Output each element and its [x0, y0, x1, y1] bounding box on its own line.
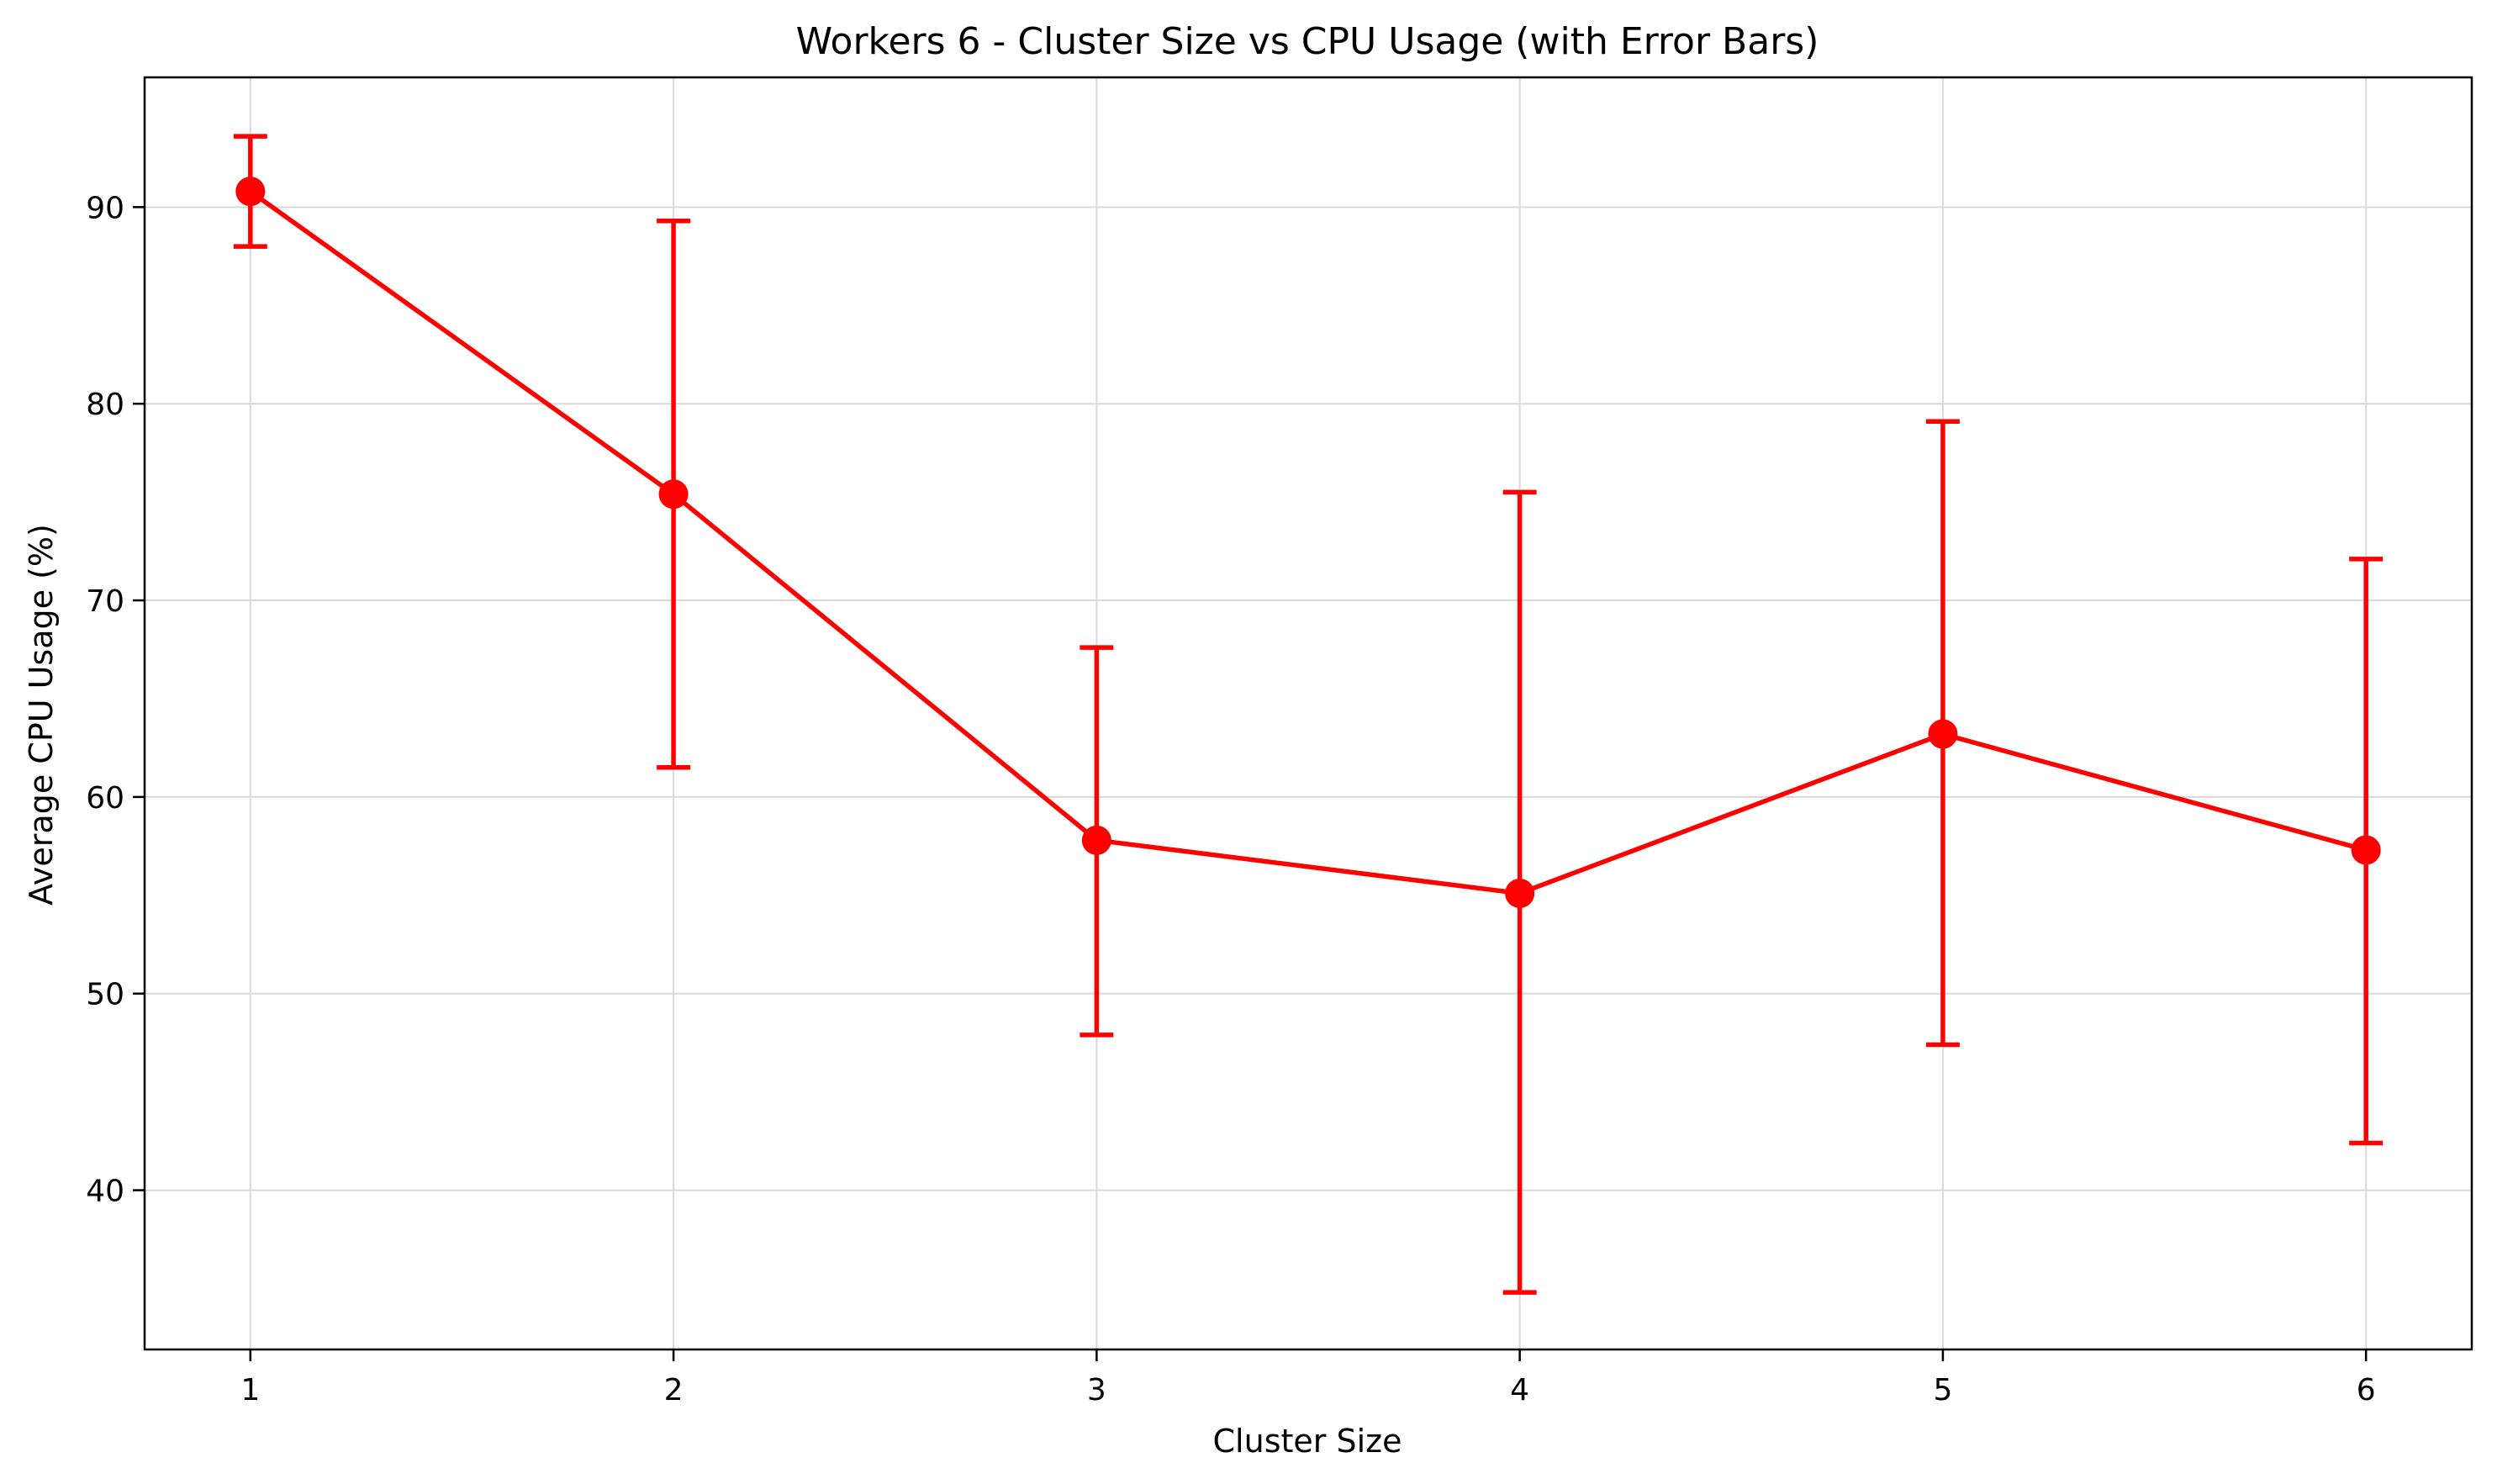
x-axis-label: Cluster Size	[1213, 1423, 1402, 1460]
x-tick-label: 3	[1087, 1373, 1106, 1407]
y-tick-label: 60	[86, 781, 124, 816]
y-tick-label: 40	[86, 1175, 124, 1209]
axis-ticks: 1 2 3 4 5 6 40 50 60 70 80 90	[86, 191, 2375, 1407]
data-point	[235, 177, 266, 207]
data-point	[1928, 719, 1958, 749]
y-tick-label: 70	[86, 584, 124, 619]
series-lines	[248, 188, 2368, 896]
x-tick-label: 1	[240, 1373, 260, 1407]
x-tick-label: 5	[1933, 1373, 1952, 1407]
y-tick-label: 90	[86, 191, 124, 225]
y-tick-label: 50	[86, 978, 124, 1012]
data-points	[235, 177, 2381, 908]
data-point	[2351, 835, 2381, 865]
x-tick-label: 2	[664, 1373, 684, 1407]
series-line	[248, 188, 2368, 896]
data-point	[658, 479, 689, 510]
data-point	[1081, 825, 1111, 855]
y-tick-label: 80	[86, 388, 124, 422]
chart-title: Workers 6 - Cluster Size vs CPU Usage (w…	[796, 20, 1819, 63]
x-tick-label: 4	[1510, 1373, 1529, 1407]
plot-frame	[143, 76, 2473, 1351]
x-tick-label: 6	[2357, 1373, 2376, 1407]
y-axis-label: Average CPU Usage (%)	[23, 524, 60, 906]
data-point	[1505, 878, 1535, 908]
